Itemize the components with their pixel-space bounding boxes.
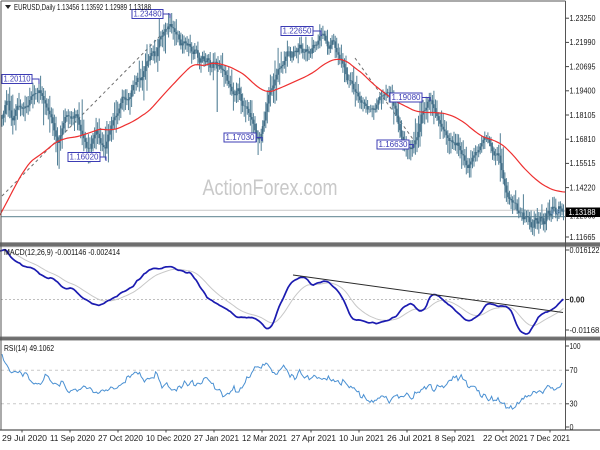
svg-text:1.23250: 1.23250 <box>570 14 596 23</box>
svg-text:MACD(12,26,9) -0.001146 -0.002: MACD(12,26,9) -0.001146 -0.002414 <box>4 248 120 257</box>
svg-text:1.21990: 1.21990 <box>570 38 596 47</box>
svg-text:EURUSD,Daily 1.13456 1.13592: EURUSD,Daily 1.13456 1.13592 1.12989 1.1… <box>14 3 151 12</box>
svg-text:ActionForex.com: ActionForex.com <box>203 175 338 200</box>
svg-text:1.15515: 1.15515 <box>570 159 596 168</box>
svg-text:1.18105: 1.18105 <box>570 111 596 120</box>
svg-text:0.00: 0.00 <box>570 295 586 304</box>
svg-text:8 Sep 2021: 8 Sep 2021 <box>435 434 476 443</box>
svg-text:RSI(14) 49.1062: RSI(14) 49.1062 <box>4 344 54 353</box>
svg-text:7 Dec 2021: 7 Dec 2021 <box>530 434 571 443</box>
svg-text:1.17030: 1.17030 <box>226 133 256 142</box>
svg-text:26 Jul 2021: 26 Jul 2021 <box>387 434 433 443</box>
svg-text:100: 100 <box>570 342 581 351</box>
svg-text:1.16020: 1.16020 <box>70 153 100 162</box>
svg-text:0: 0 <box>570 423 574 432</box>
svg-text:70: 70 <box>570 366 578 375</box>
svg-text:10 Dec 2020: 10 Dec 2020 <box>146 434 192 443</box>
svg-text:22 Oct 2021: 22 Oct 2021 <box>483 434 529 443</box>
svg-text:10 Jun 2021: 10 Jun 2021 <box>339 434 385 443</box>
svg-text:11 Sep 2020: 11 Sep 2020 <box>50 434 96 443</box>
svg-text:1.8: 1.8 <box>550 207 560 216</box>
svg-text:1.14220: 1.14220 <box>570 183 596 192</box>
svg-text:1.16630: 1.16630 <box>379 140 409 149</box>
svg-text:1.11665: 1.11665 <box>570 233 597 242</box>
svg-text:1.20110: 1.20110 <box>4 75 32 84</box>
svg-text:1.16810: 1.16810 <box>570 135 596 144</box>
svg-text:27 Oct 2020: 27 Oct 2020 <box>98 434 144 443</box>
svg-text:1.23480: 1.23480 <box>134 10 163 19</box>
svg-text:29 Jul 2020: 29 Jul 2020 <box>2 434 48 443</box>
svg-text:30: 30 <box>570 400 578 409</box>
svg-text:12 Mar 2021: 12 Mar 2021 <box>242 434 288 443</box>
svg-text:27 Jan 2021: 27 Jan 2021 <box>194 434 240 443</box>
svg-text:1.20695: 1.20695 <box>570 62 596 71</box>
svg-text:1.22650: 1.22650 <box>283 27 313 36</box>
svg-text:0.016122: 0.016122 <box>570 246 600 255</box>
svg-text:1.19080: 1.19080 <box>392 93 422 102</box>
svg-text:1.19400: 1.19400 <box>570 87 596 96</box>
svg-text:1.13188: 1.13188 <box>569 208 597 217</box>
svg-text:27 Apr 2021: 27 Apr 2021 <box>291 434 337 443</box>
